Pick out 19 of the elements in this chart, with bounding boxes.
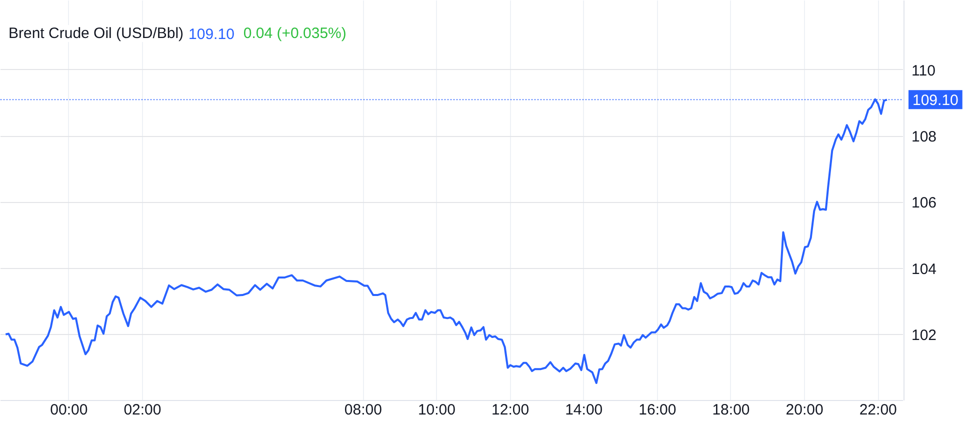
x-tick-label: 10:00 [418, 402, 456, 418]
y-tick-label: 104 [912, 260, 937, 278]
x-tick-label: 16:00 [638, 402, 676, 418]
text: Brent Crude Oil (USD/Bbl) [8, 25, 184, 42]
x-tick-label: 22:00 [859, 402, 897, 418]
y-tick-label: 108 [912, 128, 937, 146]
y-tick-label: 106 [912, 194, 937, 212]
x-tick-label: 12:00 [492, 402, 530, 418]
annotation: 109.10 [188, 26, 234, 43]
ref-line-label: 109.10 [912, 92, 958, 110]
x-tick-label: 00:00 [50, 402, 88, 418]
x-tick-label: 02:00 [124, 402, 162, 418]
annotation: 0.04 (+0.035%) [243, 25, 346, 42]
y-tick-label: 102 [912, 326, 937, 344]
x-tick-label: 18:00 [712, 402, 750, 418]
x-tick-label: 14:00 [565, 402, 603, 418]
x-tick-label: 20:00 [786, 402, 824, 418]
y-tick-label: 110 [912, 62, 936, 80]
x-tick-label: 08:00 [344, 402, 382, 418]
